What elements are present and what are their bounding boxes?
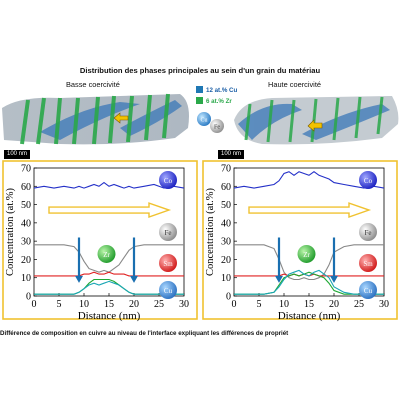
x-tick-label: 25 xyxy=(154,299,164,310)
x-tick-label: 15 xyxy=(304,299,314,310)
y-tick-label: 40 xyxy=(21,218,31,229)
y-tick-label: 20 xyxy=(21,255,31,266)
fe-ball-icon xyxy=(210,119,224,133)
scalebar-right: 100 nm xyxy=(218,150,245,159)
interface-arrowhead-icon xyxy=(330,275,338,283)
right-caption: Haute coercivité xyxy=(268,80,321,89)
left-caption: Basse coercivité xyxy=(66,80,120,89)
legend-item-cu: 12 at.% Cu xyxy=(196,86,237,94)
element-ball-co-icon xyxy=(159,171,177,189)
cu-swatch xyxy=(196,86,203,93)
series-label-fe: Fe xyxy=(365,229,372,237)
x-tick-label: 10 xyxy=(79,299,89,310)
element-ball-zr-icon xyxy=(297,244,316,263)
series-line-sm xyxy=(34,271,184,277)
x-tick-label: 30 xyxy=(179,299,189,310)
panel-frame xyxy=(2,160,198,320)
y-tick-label: 10 xyxy=(221,273,231,284)
legend-item-zr: 6 at.% Zr xyxy=(196,97,232,105)
element-ball-fe-icon xyxy=(159,223,177,241)
series-line-co xyxy=(233,171,385,189)
right-reconstruction-image xyxy=(234,96,399,145)
y-axis-label: Concentration (at.%) xyxy=(205,187,216,276)
x-axis-label: Distance (nm) xyxy=(278,310,341,322)
x-tick-label: 20 xyxy=(129,299,139,310)
series-label-fe: Fe xyxy=(165,229,172,237)
element-ball-sm-icon xyxy=(359,254,377,272)
series-label-zr: Zr xyxy=(103,251,110,259)
series-line-cu xyxy=(234,269,384,295)
x-tick-label: 5 xyxy=(57,299,62,310)
cu-ball-label: Cu xyxy=(200,118,207,124)
x-tick-label: 5 xyxy=(257,299,262,310)
scalebar-left: 100 nm xyxy=(4,150,31,159)
series-line-fe xyxy=(34,244,184,273)
x-tick-label: 20 xyxy=(329,299,339,310)
series-line-co xyxy=(33,181,185,189)
cu-ball-icon xyxy=(197,112,211,126)
panel-frame xyxy=(202,160,398,320)
y-tick-label: 30 xyxy=(221,237,231,248)
series-label-cu: Cu xyxy=(364,287,373,295)
y-tick-label: 70 xyxy=(221,164,231,175)
right-concentration-chart: 0 5 10 15 20 25 30 0 10 20 30 40 50 60 70 Distance (nm)… xyxy=(202,160,398,322)
fe-ball-label: Fe xyxy=(214,125,220,131)
element-ball-cu-icon xyxy=(159,281,177,299)
x-tick-label: 0 xyxy=(32,299,37,310)
series-label-co: Co xyxy=(364,177,373,185)
y-tick-label: 40 xyxy=(221,218,231,229)
interface-arrowhead-icon xyxy=(75,275,83,283)
y-tick-label: 70 xyxy=(21,164,31,175)
y-tick-label: 60 xyxy=(21,182,31,193)
x-axis-label: Distance (nm) xyxy=(78,310,141,322)
y-tick-label: 60 xyxy=(221,182,231,193)
y-axis-label: Concentration (at.%) xyxy=(5,187,16,276)
y-tick-label: 50 xyxy=(21,200,31,211)
interface-arrowhead-icon xyxy=(130,275,138,283)
x-tick-label: 30 xyxy=(379,299,389,310)
y-tick-label: 0 xyxy=(226,292,231,303)
x-tick-label: 25 xyxy=(354,299,364,310)
series-label-co: Co xyxy=(164,177,173,185)
series-line-fe xyxy=(234,244,384,281)
x-tick-label: 15 xyxy=(104,299,114,310)
element-ball-cu-icon xyxy=(359,281,377,299)
element-ball-zr-icon xyxy=(97,244,116,263)
element-ball-fe-icon xyxy=(359,223,377,241)
x-tick-label: 0 xyxy=(232,299,237,310)
interface-arrowhead-icon xyxy=(275,275,283,283)
figure-title: Distribution des phases principales au s… xyxy=(79,66,321,75)
zr-swatch xyxy=(196,97,203,104)
yellow-marker-icon xyxy=(113,112,129,124)
element-ball-sm-icon xyxy=(159,254,177,272)
element-ball-co-icon xyxy=(359,171,377,189)
y-tick-label: 10 xyxy=(21,273,31,284)
series-label-sm: Sm xyxy=(363,260,373,268)
direction-arrow-icon xyxy=(248,202,372,219)
y-tick-label: 0 xyxy=(26,292,31,303)
yellow-marker-icon xyxy=(307,119,323,132)
y-tick-label: 30 xyxy=(21,237,31,248)
y-tick-label: 20 xyxy=(221,255,231,266)
x-tick-label: 10 xyxy=(279,299,289,310)
bottom-caption: Différence de composition en cuivre au n… xyxy=(0,330,289,337)
series-label-zr: Zr xyxy=(303,251,310,259)
series-label-sm: Sm xyxy=(163,260,173,268)
y-tick-label: 50 xyxy=(221,200,231,211)
series-label-cu: Cu xyxy=(164,287,173,295)
left-concentration-chart: 0 5 10 15 20 25 30 0 10 20 30 40 50 60 70 Distance (nm)… xyxy=(2,160,198,322)
series-line-cu xyxy=(34,280,184,295)
element-balls: Cu Fe xyxy=(197,112,224,133)
direction-arrow-icon xyxy=(48,202,172,219)
left-reconstruction-image xyxy=(2,93,189,145)
